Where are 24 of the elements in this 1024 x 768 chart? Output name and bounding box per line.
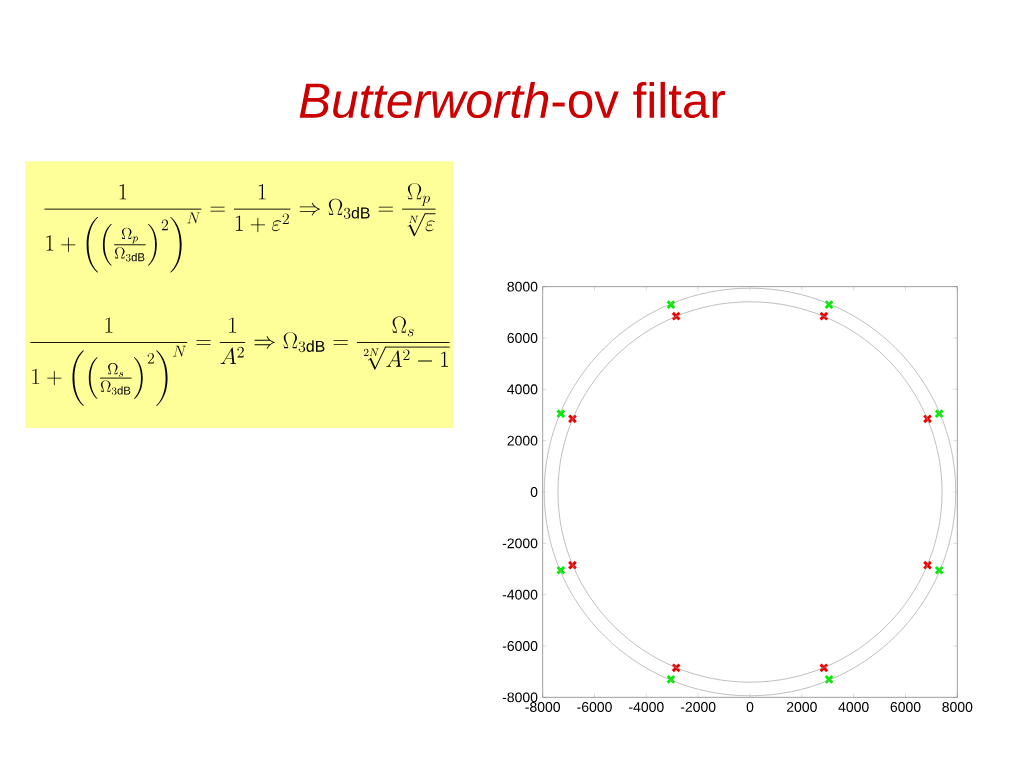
x-tick-label: 2000: [786, 702, 817, 712]
x-tick-label: 0: [746, 702, 754, 712]
y-tick-label: -2000: [502, 538, 538, 549]
text: $\frac{1}{1+\left(\left(\frac{\Omega_s}{\Omega_{3\mathrm{dB}}}\right)^2\right)^N}=\frac{1}{A^2}\Rightarrow\Omega_{3\mathrm{dB}}=\frac{\Omega_s}{\sqrt[2N]{A^2-1}}$: [30, 316, 450, 406]
x-tick-label: 4000: [838, 702, 869, 712]
x-tick-label: 8000: [942, 702, 973, 712]
point: [824, 674, 834, 685]
x-tick-label: -4000: [629, 702, 664, 712]
point: [824, 299, 834, 310]
y-tick-label: 2000: [507, 435, 538, 446]
chart-title: Butterworth-ov filtar: [299, 81, 725, 119]
y-tick-label: 6000: [507, 333, 538, 343]
text: $\frac{1}{1+\left(\left(\frac{\Omega_p}{\Omega_{3\mathrm{dB}}}\right)^2\right)^N}=\frac{1}{1+\varepsilon^2}\Rightarrow\Omega_{3\mathrm{dB}}=\frac{\Omega_p}{\sqrt[N]{\varepsilon}}$: [44, 183, 436, 273]
x-tick-label: -6000: [577, 702, 612, 712]
y-tick-label: 8000: [507, 281, 538, 292]
y-tick-label: -4000: [502, 589, 538, 600]
y-tick-label: -6000: [502, 641, 538, 651]
x-tick-label: -8000: [525, 702, 561, 712]
y-tick-label: -8000: [502, 692, 538, 703]
y-tick-label: 0: [530, 487, 538, 497]
x-tick-label: -2000: [680, 702, 716, 712]
y-tick-label: 4000: [507, 384, 538, 395]
point: [666, 674, 676, 685]
x-tick-label: 6000: [890, 702, 921, 712]
